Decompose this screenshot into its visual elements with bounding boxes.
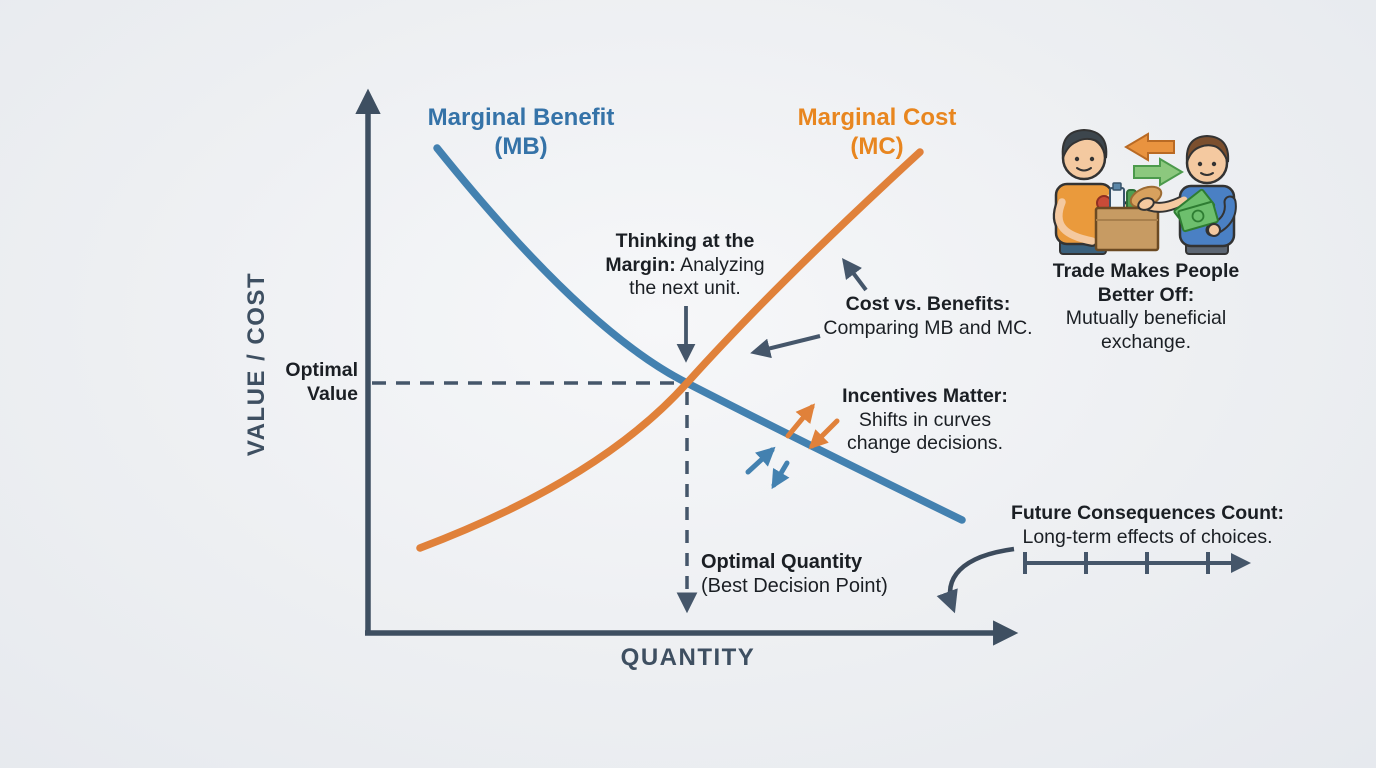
marginal-benefit-label: Marginal Benefit (MB)	[391, 103, 651, 161]
trade-caption-line4: exchange.	[1101, 330, 1191, 353]
marginal-cost-label: Marginal Cost (MC)	[747, 103, 1007, 161]
marginal-benefit-label-line1: Marginal Benefit	[427, 104, 615, 131]
cost-benefits-line2: Comparing MB and MC.	[823, 316, 1033, 339]
money-bills	[1173, 188, 1219, 233]
incentive-blue-up-arrow	[745, 446, 776, 475]
marginal-cost-label-line1: Marginal Cost	[797, 104, 957, 131]
x-axis-label: QUANTITY	[620, 644, 756, 671]
trade-caption-line3: Mutually beneficial	[1065, 307, 1227, 329]
person-right-open-hand	[1137, 197, 1155, 211]
incentive-blue-down-arrow	[771, 460, 790, 490]
trade-caption-line1: Trade Makes People	[1052, 260, 1240, 282]
optimal-quantity-line1: Optimal Quantity	[701, 551, 863, 573]
optimal-quantity-line2: (Best Decision Point)	[701, 574, 888, 597]
thinking-line2: Margin: Analyzing	[605, 253, 765, 276]
optimal-quantity-annotation: Optimal Quantity (Best Decision Point)	[701, 551, 961, 598]
incentives-annotation: Incentives Matter: Shifts in curves chan…	[795, 385, 1055, 456]
incentive-orange-down-arrow	[808, 418, 840, 450]
person-right-money-hand	[1207, 223, 1221, 237]
thinking-at-margin-annotation: Thinking at the Margin: Analyzing the ne…	[565, 230, 805, 301]
cost-benefits-arrow-lower	[750, 334, 821, 359]
cost-vs-benefits-annotation: Cost vs. Benefits: Comparing MB and MC.	[788, 293, 1068, 340]
incentives-line2: Shifts in curves	[858, 408, 992, 431]
cardboard-box	[1094, 206, 1160, 252]
y-axis-label: VALUE / COST	[243, 271, 270, 457]
marginal-cost-label-line2: (MC)	[850, 133, 904, 160]
trade-illustration	[1052, 128, 1237, 255]
trade-caption-line2: Better Off:	[1097, 283, 1195, 306]
optimal-value-label: Optimal Value	[240, 359, 358, 406]
trade-caption: Trade Makes People Better Off: Mutually …	[1001, 260, 1291, 354]
future-curved-arrow	[936, 546, 1015, 614]
optimal-value-line1: Optimal	[285, 359, 358, 381]
incentives-line1: Incentives Matter:	[842, 385, 1008, 407]
person-right-hair	[1185, 134, 1230, 163]
trade-arrow-right-icon	[1133, 157, 1184, 187]
person-right	[1137, 134, 1237, 255]
incentives-line3: change decisions.	[846, 432, 1004, 454]
future-consequences-annotation: Future Consequences Count: Long-term eff…	[985, 502, 1310, 549]
person-left-hair	[1061, 128, 1108, 159]
future-line1: Future Consequences Count:	[1010, 502, 1284, 524]
thinking-line1: Thinking at the	[615, 230, 755, 252]
trade-arrow-left-icon	[1124, 132, 1175, 162]
timeline	[1023, 552, 1251, 574]
optimal-value-line2: Value	[307, 382, 358, 405]
marginal-cost-curve	[416, 148, 924, 552]
future-line2: Long-term effects of choices.	[1022, 525, 1273, 548]
thinking-line3: the next unit.	[629, 277, 741, 299]
marginal-benefit-label-line2: (MB)	[494, 133, 548, 160]
cost-benefits-arrow-upper	[842, 258, 868, 292]
incentive-orange-up-arrow	[785, 403, 816, 439]
cost-benefits-line1: Cost vs. Benefits:	[845, 293, 1011, 315]
